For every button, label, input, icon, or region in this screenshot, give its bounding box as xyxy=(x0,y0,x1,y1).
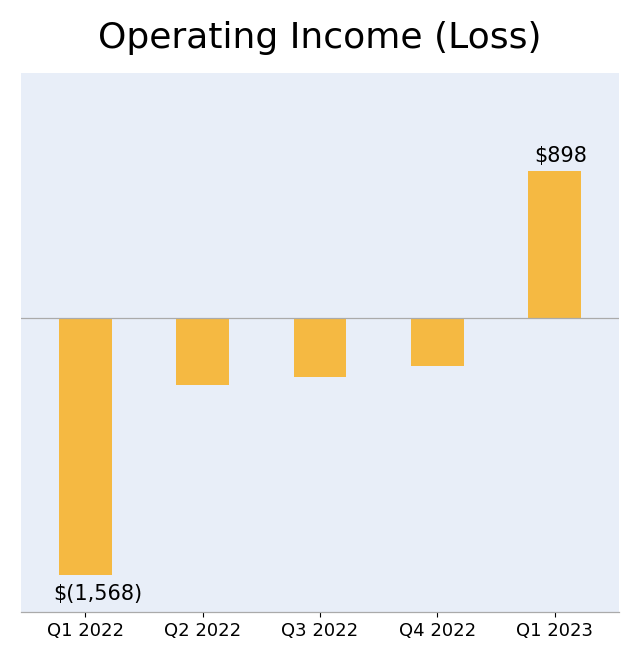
Bar xyxy=(411,318,464,366)
Text: $898: $898 xyxy=(534,145,587,165)
Bar xyxy=(528,171,581,318)
Bar xyxy=(294,318,346,377)
Title: Operating Income (Loss): Operating Income (Loss) xyxy=(99,21,541,55)
Text: $(1,568): $(1,568) xyxy=(53,584,142,603)
Bar xyxy=(176,318,229,385)
Bar xyxy=(59,318,112,574)
